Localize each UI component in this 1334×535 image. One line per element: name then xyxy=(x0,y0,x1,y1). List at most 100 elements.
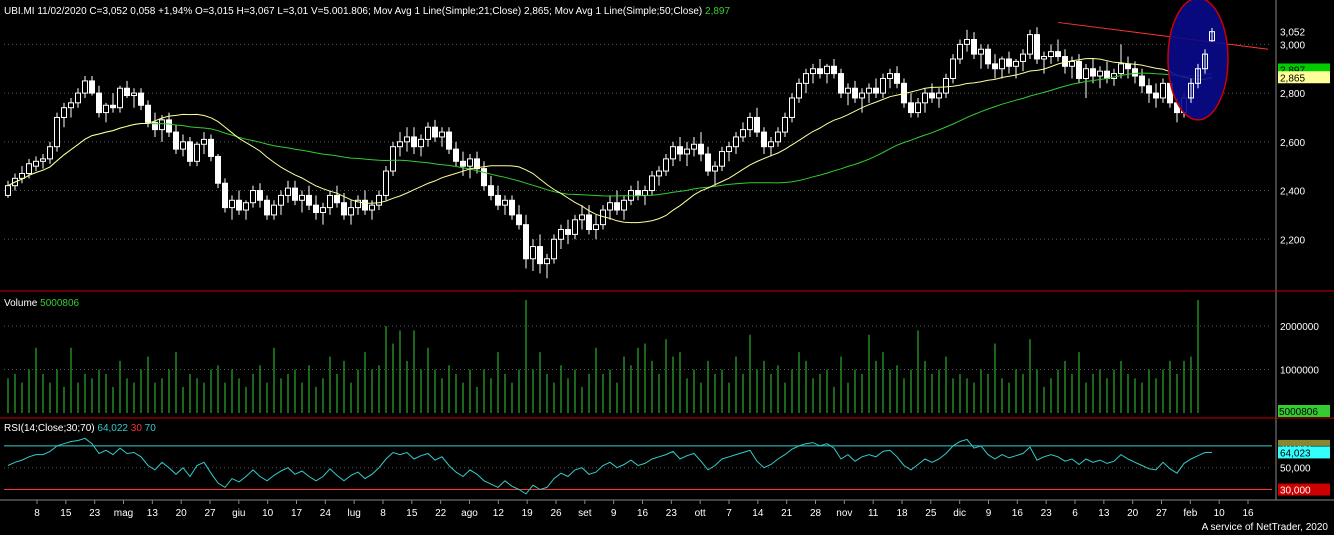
last-close-tag-bg xyxy=(1278,25,1330,38)
candle-body-up xyxy=(691,143,697,150)
candle-body-down xyxy=(761,131,767,148)
candle-body-up xyxy=(880,77,886,94)
candle-body-up xyxy=(68,102,74,109)
candle-body-down xyxy=(852,87,858,99)
candle-body-down xyxy=(145,104,151,123)
candle-body-down xyxy=(635,190,641,196)
ma21-line xyxy=(7,57,1213,224)
candle-body-up xyxy=(33,160,39,167)
x-tick-label: 23 xyxy=(1041,508,1053,519)
candle-body-up xyxy=(40,158,46,162)
rsi-upper-tag-bg xyxy=(1278,439,1330,446)
x-tick-label: 16 xyxy=(1242,508,1254,519)
candle-body-down xyxy=(110,104,116,109)
candle-body-down xyxy=(971,38,977,55)
candle-body-up xyxy=(551,238,557,260)
price-y-tick-label: 2,800 xyxy=(1280,89,1305,100)
candle-body-up xyxy=(439,131,445,138)
breakout-highlight-ellipse xyxy=(1167,0,1229,121)
candle-body-down xyxy=(222,182,228,209)
rsi-lower-tag: 30,000 xyxy=(1280,486,1311,497)
candle-body-down xyxy=(334,194,340,204)
candle-body-up xyxy=(47,146,53,160)
candle-body-down xyxy=(152,121,158,131)
candle-body-up xyxy=(740,129,746,138)
candle-body-up xyxy=(194,143,200,162)
candle-body-up xyxy=(1118,63,1124,75)
candle-body-down xyxy=(1146,85,1152,94)
candle-body-down xyxy=(908,102,914,114)
x-tick-label: giu xyxy=(232,508,245,519)
candle-body-down xyxy=(460,160,466,167)
x-tick-label: 16 xyxy=(637,508,649,519)
x-tick-label: 19 xyxy=(522,508,534,519)
candle-body-up xyxy=(915,102,921,114)
candle-body-up xyxy=(803,73,809,84)
candle-body-up xyxy=(950,58,956,79)
rsi-last-tag-bg xyxy=(1278,446,1330,459)
candle-body-down xyxy=(1055,51,1061,58)
x-tick-label: 9 xyxy=(611,508,617,519)
candle-body-up xyxy=(159,119,165,131)
x-tick-label: 11 xyxy=(868,508,879,519)
candle-body-up xyxy=(467,158,473,167)
candle-body-down xyxy=(509,199,515,216)
rsi-y-tick-label: 50,000 xyxy=(1280,464,1311,475)
candle-body-up xyxy=(250,190,256,204)
candle-body-up xyxy=(726,146,732,153)
candle-body-down xyxy=(236,199,242,211)
candle-body-down xyxy=(1139,75,1145,87)
x-tick-label: 16 xyxy=(1012,508,1024,519)
x-tick-label: 20 xyxy=(1127,508,1139,519)
candle-body-up xyxy=(243,202,249,211)
price-y-tick-label: 2,400 xyxy=(1280,187,1305,198)
x-tick-label: 15 xyxy=(60,508,72,519)
candle-body-up xyxy=(789,97,795,118)
candle-body-down xyxy=(173,131,179,150)
candle-body-up xyxy=(271,204,277,216)
candle-body-up xyxy=(75,92,81,104)
x-tick-label: 23 xyxy=(89,508,101,519)
x-tick-label: dic xyxy=(953,508,966,519)
candle-body-down xyxy=(1076,60,1082,79)
price-y-tick-label: 2,600 xyxy=(1280,138,1305,149)
x-tick-label: 13 xyxy=(1098,508,1110,519)
x-tick-label: 18 xyxy=(896,508,908,519)
candle-body-down xyxy=(838,73,844,94)
candle-body-up xyxy=(383,170,389,196)
x-tick-label: 6 xyxy=(1072,508,1078,519)
candle-body-down xyxy=(1132,68,1138,77)
rsi-label: RSI(14;Close;30;70) xyxy=(4,423,95,434)
x-tick-label: lug xyxy=(347,508,360,519)
candle-body-down xyxy=(292,187,298,201)
header-ma50-value: 2,897 xyxy=(705,6,731,17)
x-tick-label: set xyxy=(578,508,592,519)
candle-body-up xyxy=(369,204,375,211)
candle-body-up xyxy=(747,116,753,131)
price-y-tick-label: 2,200 xyxy=(1280,235,1305,246)
candle-body-down xyxy=(873,87,879,94)
candle-body-down xyxy=(523,224,529,260)
candle-body-up xyxy=(530,246,536,260)
candle-body-up xyxy=(229,199,235,209)
candle-body-down xyxy=(474,158,480,170)
ma50-value-tag: 2,897 xyxy=(1280,65,1305,76)
candle-body-down xyxy=(1034,34,1040,60)
x-tick-label: 20 xyxy=(176,508,188,519)
candle-body-up xyxy=(719,151,725,167)
candle-body-up xyxy=(670,146,676,160)
x-tick-label: 8 xyxy=(380,508,386,519)
candle-body-up xyxy=(327,194,333,209)
candle-body-down xyxy=(516,214,522,226)
candle-body-down xyxy=(754,116,760,133)
candle-body-down xyxy=(313,204,319,213)
rsi-panel-header: RSI(14;Close;30;70) 64,022 30 70 xyxy=(4,423,156,434)
candle-body-up xyxy=(572,219,578,235)
candle-body-down xyxy=(264,199,270,216)
candle-body-down xyxy=(817,68,823,75)
volume-last-tag: 5000806 xyxy=(1279,407,1318,418)
price-y-tick-label: 3,000 xyxy=(1280,40,1305,51)
candle-body-up xyxy=(558,229,564,240)
candle-body-down xyxy=(187,141,193,162)
